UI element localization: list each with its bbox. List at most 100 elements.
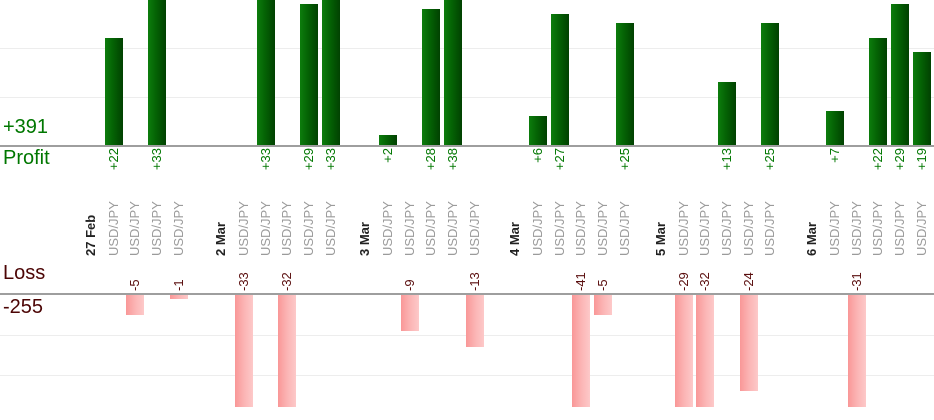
profit-value-label: +7 (827, 148, 842, 163)
symbol-label: USD/JPY (595, 201, 611, 256)
symbol-label: USD/JPY (148, 201, 164, 256)
profit-bar[interactable] (826, 110, 844, 145)
profit-value-label: +33 (148, 148, 164, 171)
loss-bar[interactable] (400, 295, 419, 331)
loss-value-label: -33 (236, 272, 251, 291)
symbol-label: USD/JPY (892, 201, 908, 256)
loss-value-label: -5 (127, 279, 143, 291)
symbol-label: USD/JPY (718, 201, 734, 256)
profit-value-label: +38 (445, 148, 461, 171)
profit-bar[interactable] (104, 37, 123, 145)
symbol-label: USD/JPY (573, 201, 589, 256)
loss-axis-line (0, 293, 934, 295)
loss-value-label: -9 (401, 279, 417, 291)
symbol-label: USD/JPY (913, 201, 929, 256)
loss-bar[interactable] (739, 295, 758, 391)
profit-value-label: +29 (301, 148, 317, 171)
loss-bar[interactable] (572, 295, 591, 407)
profit-total-label: +391 (3, 116, 49, 138)
loss-value-label: -1 (170, 279, 186, 291)
profit-axis-line (0, 145, 934, 147)
loss-value-label: -24 (740, 272, 756, 291)
symbol-label: USD/JPY (301, 201, 317, 256)
profit-value-label: +22 (870, 148, 886, 171)
loss-bar[interactable] (126, 295, 145, 315)
symbol-label: USD/JPY (279, 201, 295, 256)
symbol-label: USD/JPY (257, 201, 273, 256)
profit-bar[interactable] (321, 0, 340, 145)
loss-bar[interactable] (235, 295, 253, 407)
profit-value-label: +6 (530, 148, 545, 163)
profit-value-label: +33 (257, 148, 273, 171)
symbol-label: USD/JPY (870, 201, 886, 256)
loss-bar[interactable] (847, 295, 866, 407)
loss-bar[interactable] (674, 295, 693, 407)
date-label: 4 Mar (507, 222, 522, 256)
symbol-label: USD/JPY (530, 201, 545, 256)
date-label: 5 Mar (652, 222, 668, 256)
profit-value-label: +19 (913, 148, 929, 171)
symbol-label: USD/JPY (322, 201, 338, 256)
date-label: 6 Mar (804, 222, 819, 256)
profit-value-label: +33 (322, 148, 338, 171)
profit-bar[interactable] (147, 0, 166, 145)
symbol-label: USD/JPY (445, 201, 461, 256)
profit-value-label: +25 (762, 148, 778, 171)
symbol-label: USD/JPY (466, 201, 482, 256)
profit-bar[interactable] (256, 0, 275, 145)
profit-bar[interactable] (912, 52, 931, 145)
symbol-label: USD/JPY (616, 201, 632, 256)
date-label: 2 Mar (213, 222, 228, 256)
symbol-label: USD/JPY (236, 201, 251, 256)
loss-value-label: -29 (675, 272, 691, 291)
symbol-label: USD/JPY (423, 201, 439, 256)
loss-value-label: -32 (279, 272, 295, 291)
loss-bar[interactable] (465, 295, 484, 347)
profit-bar[interactable] (379, 135, 397, 145)
profit-bar[interactable] (761, 23, 780, 145)
profit-bar[interactable] (300, 3, 319, 145)
symbol-label: USD/JPY (551, 201, 567, 256)
profit-axis-title: Profit (3, 147, 50, 169)
loss-total-label: -255 (3, 296, 44, 318)
gridline (0, 48, 934, 49)
profit-bar[interactable] (717, 81, 736, 145)
profit-bar[interactable] (891, 3, 910, 145)
symbol-label: USD/JPY (401, 201, 417, 256)
loss-value-label: -13 (466, 272, 482, 291)
date-label: 3 Mar (357, 222, 372, 256)
symbol-label: USD/JPY (105, 201, 121, 256)
loss-value-label: -41 (573, 272, 589, 291)
loss-value-label: -31 (848, 272, 864, 291)
profit-bar[interactable] (422, 8, 441, 145)
profit-value-label: +27 (551, 148, 567, 171)
profit-value-label: +29 (892, 148, 908, 171)
symbol-label: USD/JPY (848, 201, 864, 256)
loss-value-label: -32 (697, 272, 713, 291)
profit-bar[interactable] (444, 0, 463, 145)
gridline (0, 97, 934, 98)
profit-bar[interactable] (550, 13, 569, 145)
profit-bar[interactable] (529, 115, 547, 145)
profit-value-label: +28 (423, 148, 439, 171)
symbol-label: USD/JPY (675, 201, 691, 256)
loss-bar[interactable] (278, 295, 297, 407)
gridline (0, 375, 934, 376)
profit-bar[interactable] (869, 37, 888, 145)
profit-bar[interactable] (615, 23, 634, 145)
profit-value-label: +13 (718, 148, 734, 171)
symbol-label: USD/JPY (827, 201, 842, 256)
loss-bar[interactable] (169, 295, 188, 299)
loss-value-label: -5 (595, 279, 611, 291)
symbol-label: USD/JPY (127, 201, 143, 256)
symbol-label: USD/JPY (697, 201, 713, 256)
symbol-label: USD/JPY (762, 201, 778, 256)
profit-value-label: +22 (105, 148, 121, 171)
loss-bar[interactable] (696, 295, 715, 407)
symbol-label: USD/JPY (740, 201, 756, 256)
date-label: 27 Feb (82, 214, 98, 256)
profit-value-label: +2 (380, 148, 395, 163)
loss-bar[interactable] (594, 295, 613, 315)
loss-axis-title: Loss (3, 262, 46, 284)
